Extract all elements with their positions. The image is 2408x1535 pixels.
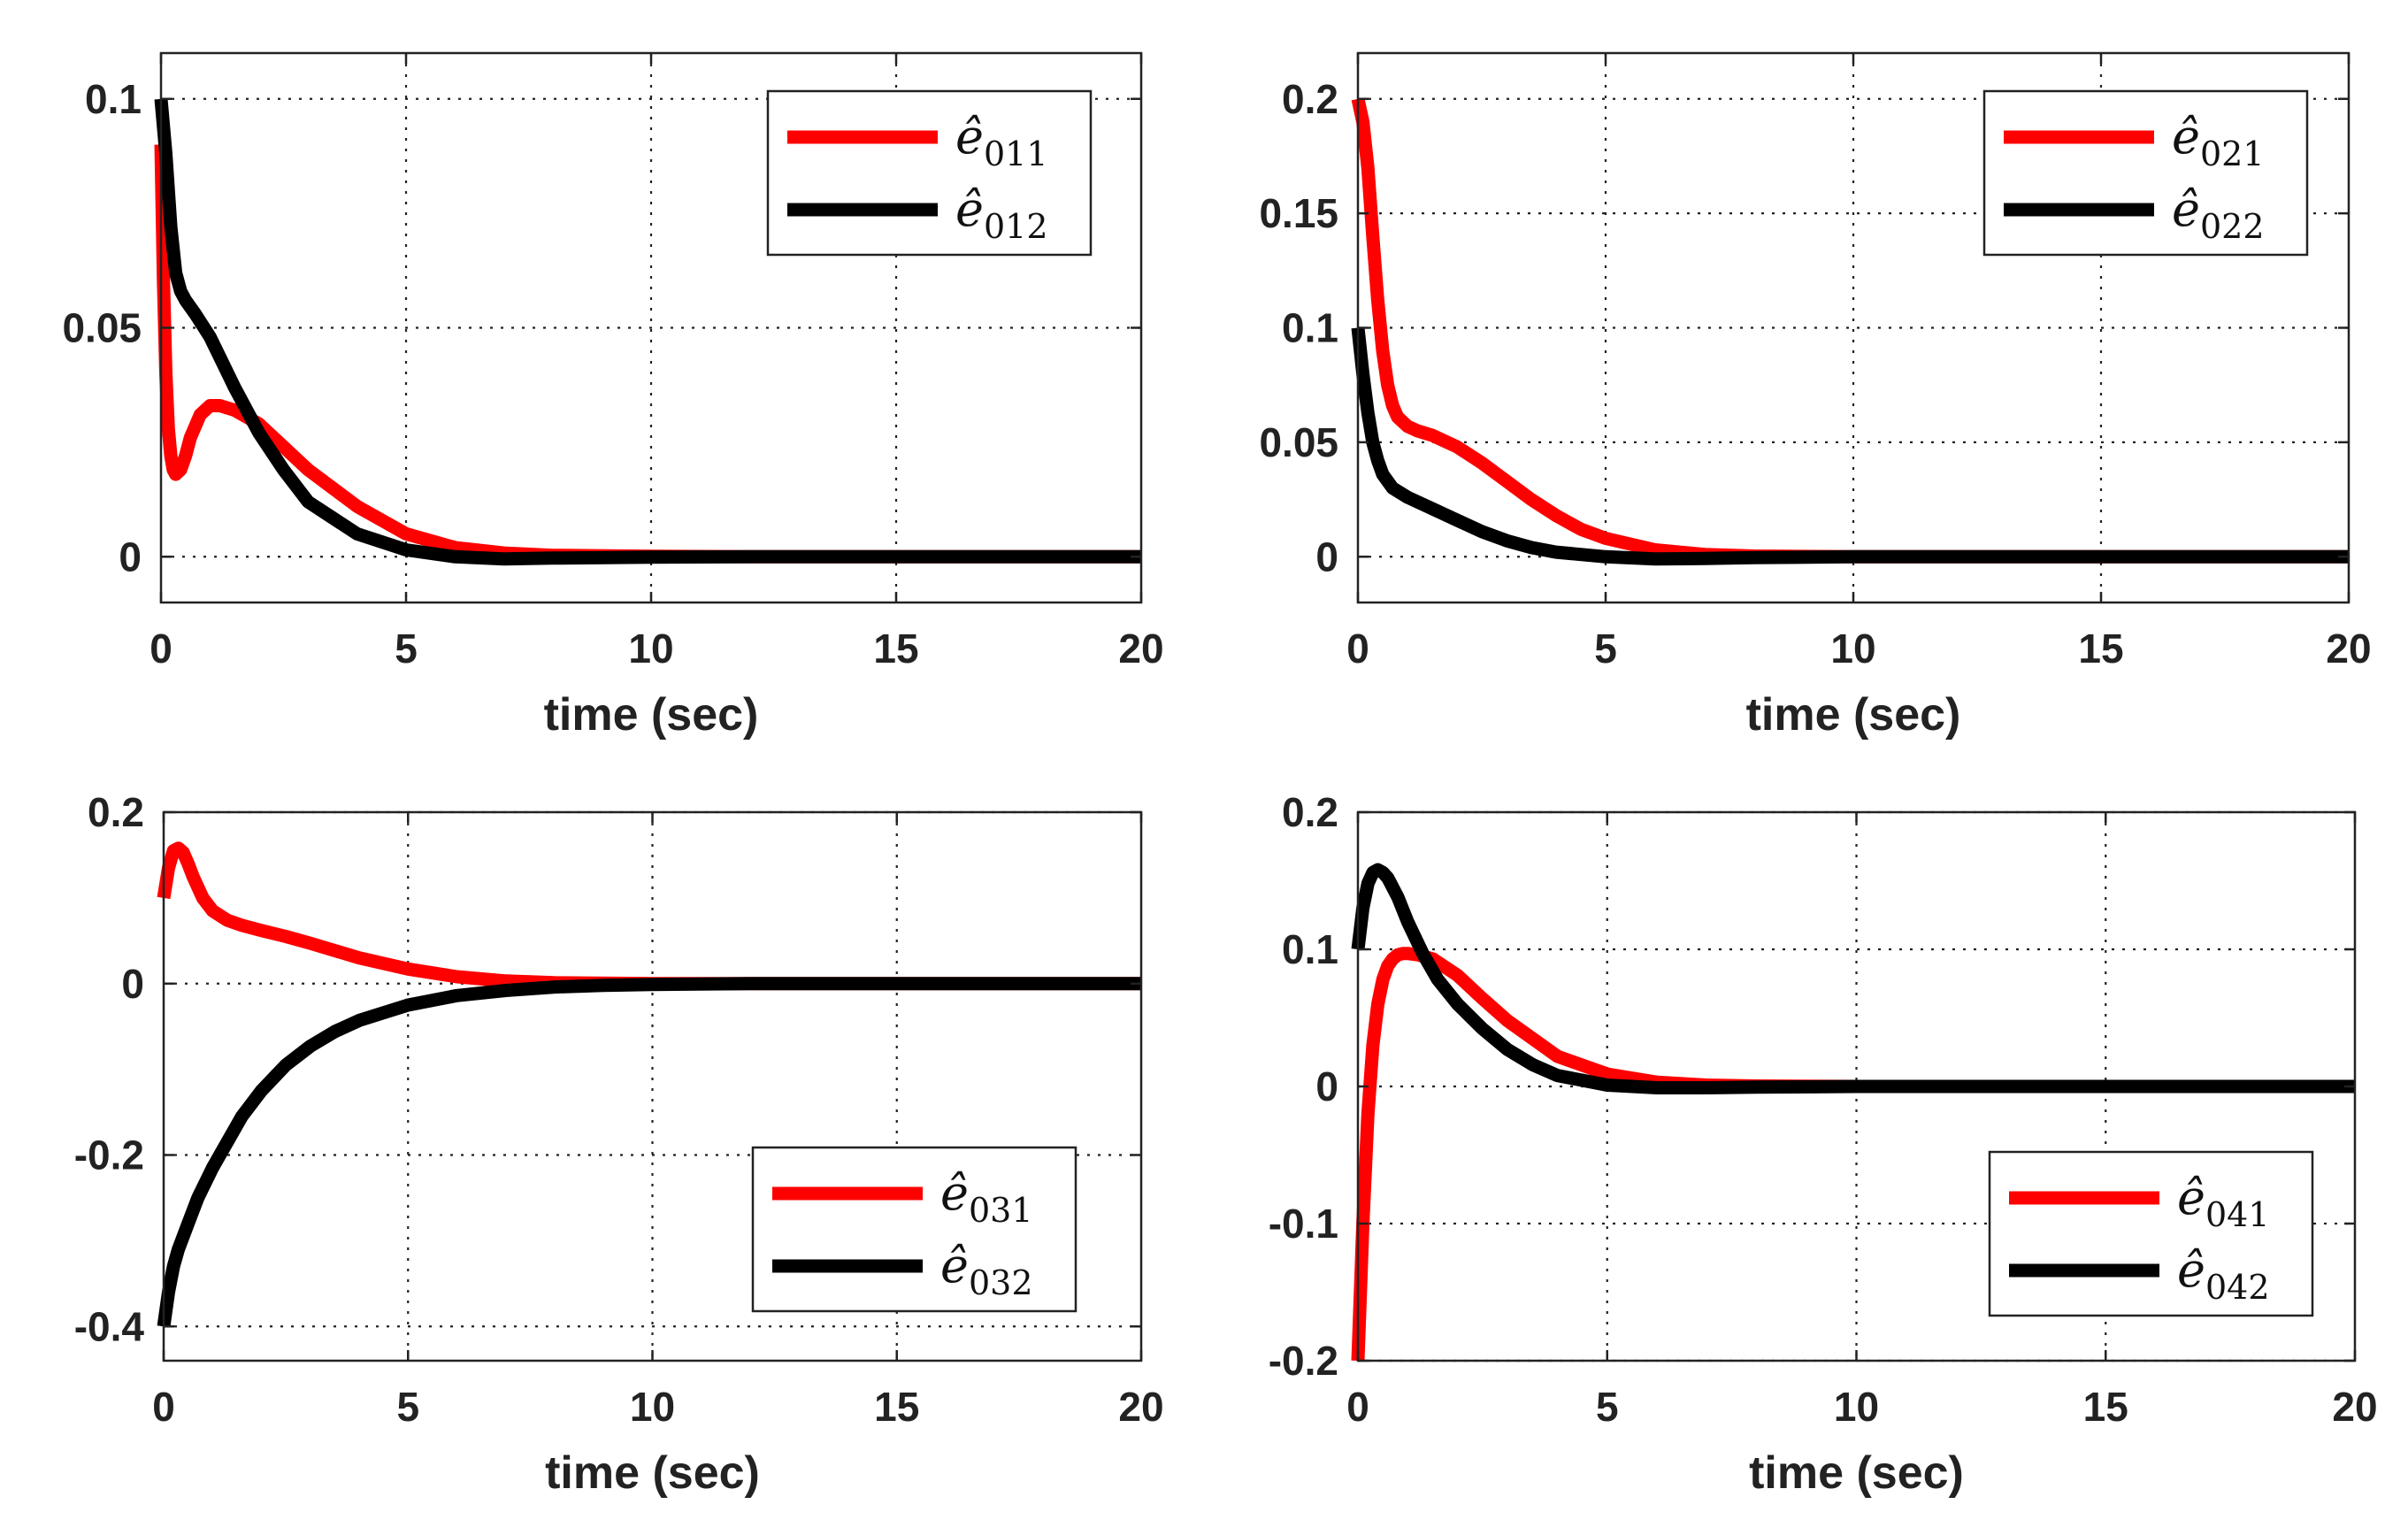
x-tick-label: 5 [1594,626,1617,672]
y-tick-label: 0.15 [1259,190,1338,236]
legend-label-021: ê021 [2172,109,2265,173]
y-tick-label: 0.05 [62,305,142,351]
legend-box [1988,1150,2314,1317]
y-tick-label: 0.2 [1282,76,1338,122]
legend-label-032: ê032 [940,1238,1033,1302]
series-line-032 [157,977,1141,1328]
series-line-022 [1351,326,2349,566]
x-tick-label: 20 [2332,1384,2377,1430]
y-tick-label: 0 [1315,1063,1338,1109]
legend-box [1982,89,2309,257]
x-tick-label: 20 [1118,626,1163,672]
x-tick-label: 15 [873,626,918,672]
subplot-3: 0 5 10 15 20 -0.4 -0.2 0 0.2 time (sec) ê031 ê032 [74,789,1164,1499]
y-tick-label: 0 [119,533,142,579]
legend-label-022: ê022 [2172,181,2265,246]
x-tick-label: 5 [396,1384,419,1430]
x-tick-label: 10 [630,1384,675,1430]
legend-box [766,89,1093,257]
x-axis-label: time (sec) [1749,1447,1964,1499]
x-tick-label: 5 [1596,1384,1619,1430]
x-tick-label: 0 [152,1384,175,1430]
x-axis-label: time (sec) [1746,689,1961,741]
legend-label-041: ê041 [2177,1170,2270,1234]
x-axis-label: time (sec) [545,1447,760,1499]
y-tick-label: 0.05 [1259,419,1338,465]
x-tick-label: 15 [2078,626,2123,672]
x-tick-label: 15 [2083,1384,2128,1430]
x-tick-label: 10 [628,626,673,672]
y-tick-label: 0.1 [1282,926,1338,972]
legend-label-031: ê031 [940,1165,1033,1230]
legend-label-011: ê011 [955,109,1048,173]
y-tick-label: -0.4 [74,1303,145,1349]
legend-label-042: ê042 [2177,1242,2270,1307]
x-tick-label: 0 [1346,626,1369,672]
y-tick-label: 0.2 [1282,789,1338,835]
subplot-1: 0 5 10 15 20 0 0.05 0.1 time (sec) ê011 ê012 [62,51,1164,741]
y-tick-label: 0 [121,961,144,1007]
series-line-042 [1351,863,2355,1094]
x-tick-label: 10 [1830,626,1875,672]
x-axis-label: time (sec) [544,689,759,741]
y-tick-label: 0.1 [1282,305,1338,351]
legend-label-012: ê012 [955,181,1048,246]
y-tick-label: 0 [1315,533,1338,579]
series-line-012 [154,98,1141,566]
legend-box [751,1146,1077,1313]
y-tick-label: -0.2 [1269,1338,1338,1384]
legend: ê021 ê022 [1982,89,2309,257]
x-tick-label: 15 [874,1384,919,1430]
x-tick-label: 20 [1118,1384,1163,1430]
x-tick-label: 10 [1834,1384,1879,1430]
legend: ê011 ê012 [766,89,1093,257]
x-tick-label: 0 [1346,1384,1369,1430]
legend: ê041 ê042 [1988,1150,2314,1317]
y-tick-label: 0.1 [85,76,142,122]
x-tick-label: 20 [2326,626,2371,672]
y-tick-label: -0.2 [74,1132,144,1178]
x-tick-label: 5 [395,626,418,672]
x-tick-label: 0 [150,626,173,672]
y-tick-label: 0.2 [88,789,144,835]
y-tick-label: -0.1 [1269,1201,1338,1247]
legend: ê031 ê032 [751,1146,1077,1313]
